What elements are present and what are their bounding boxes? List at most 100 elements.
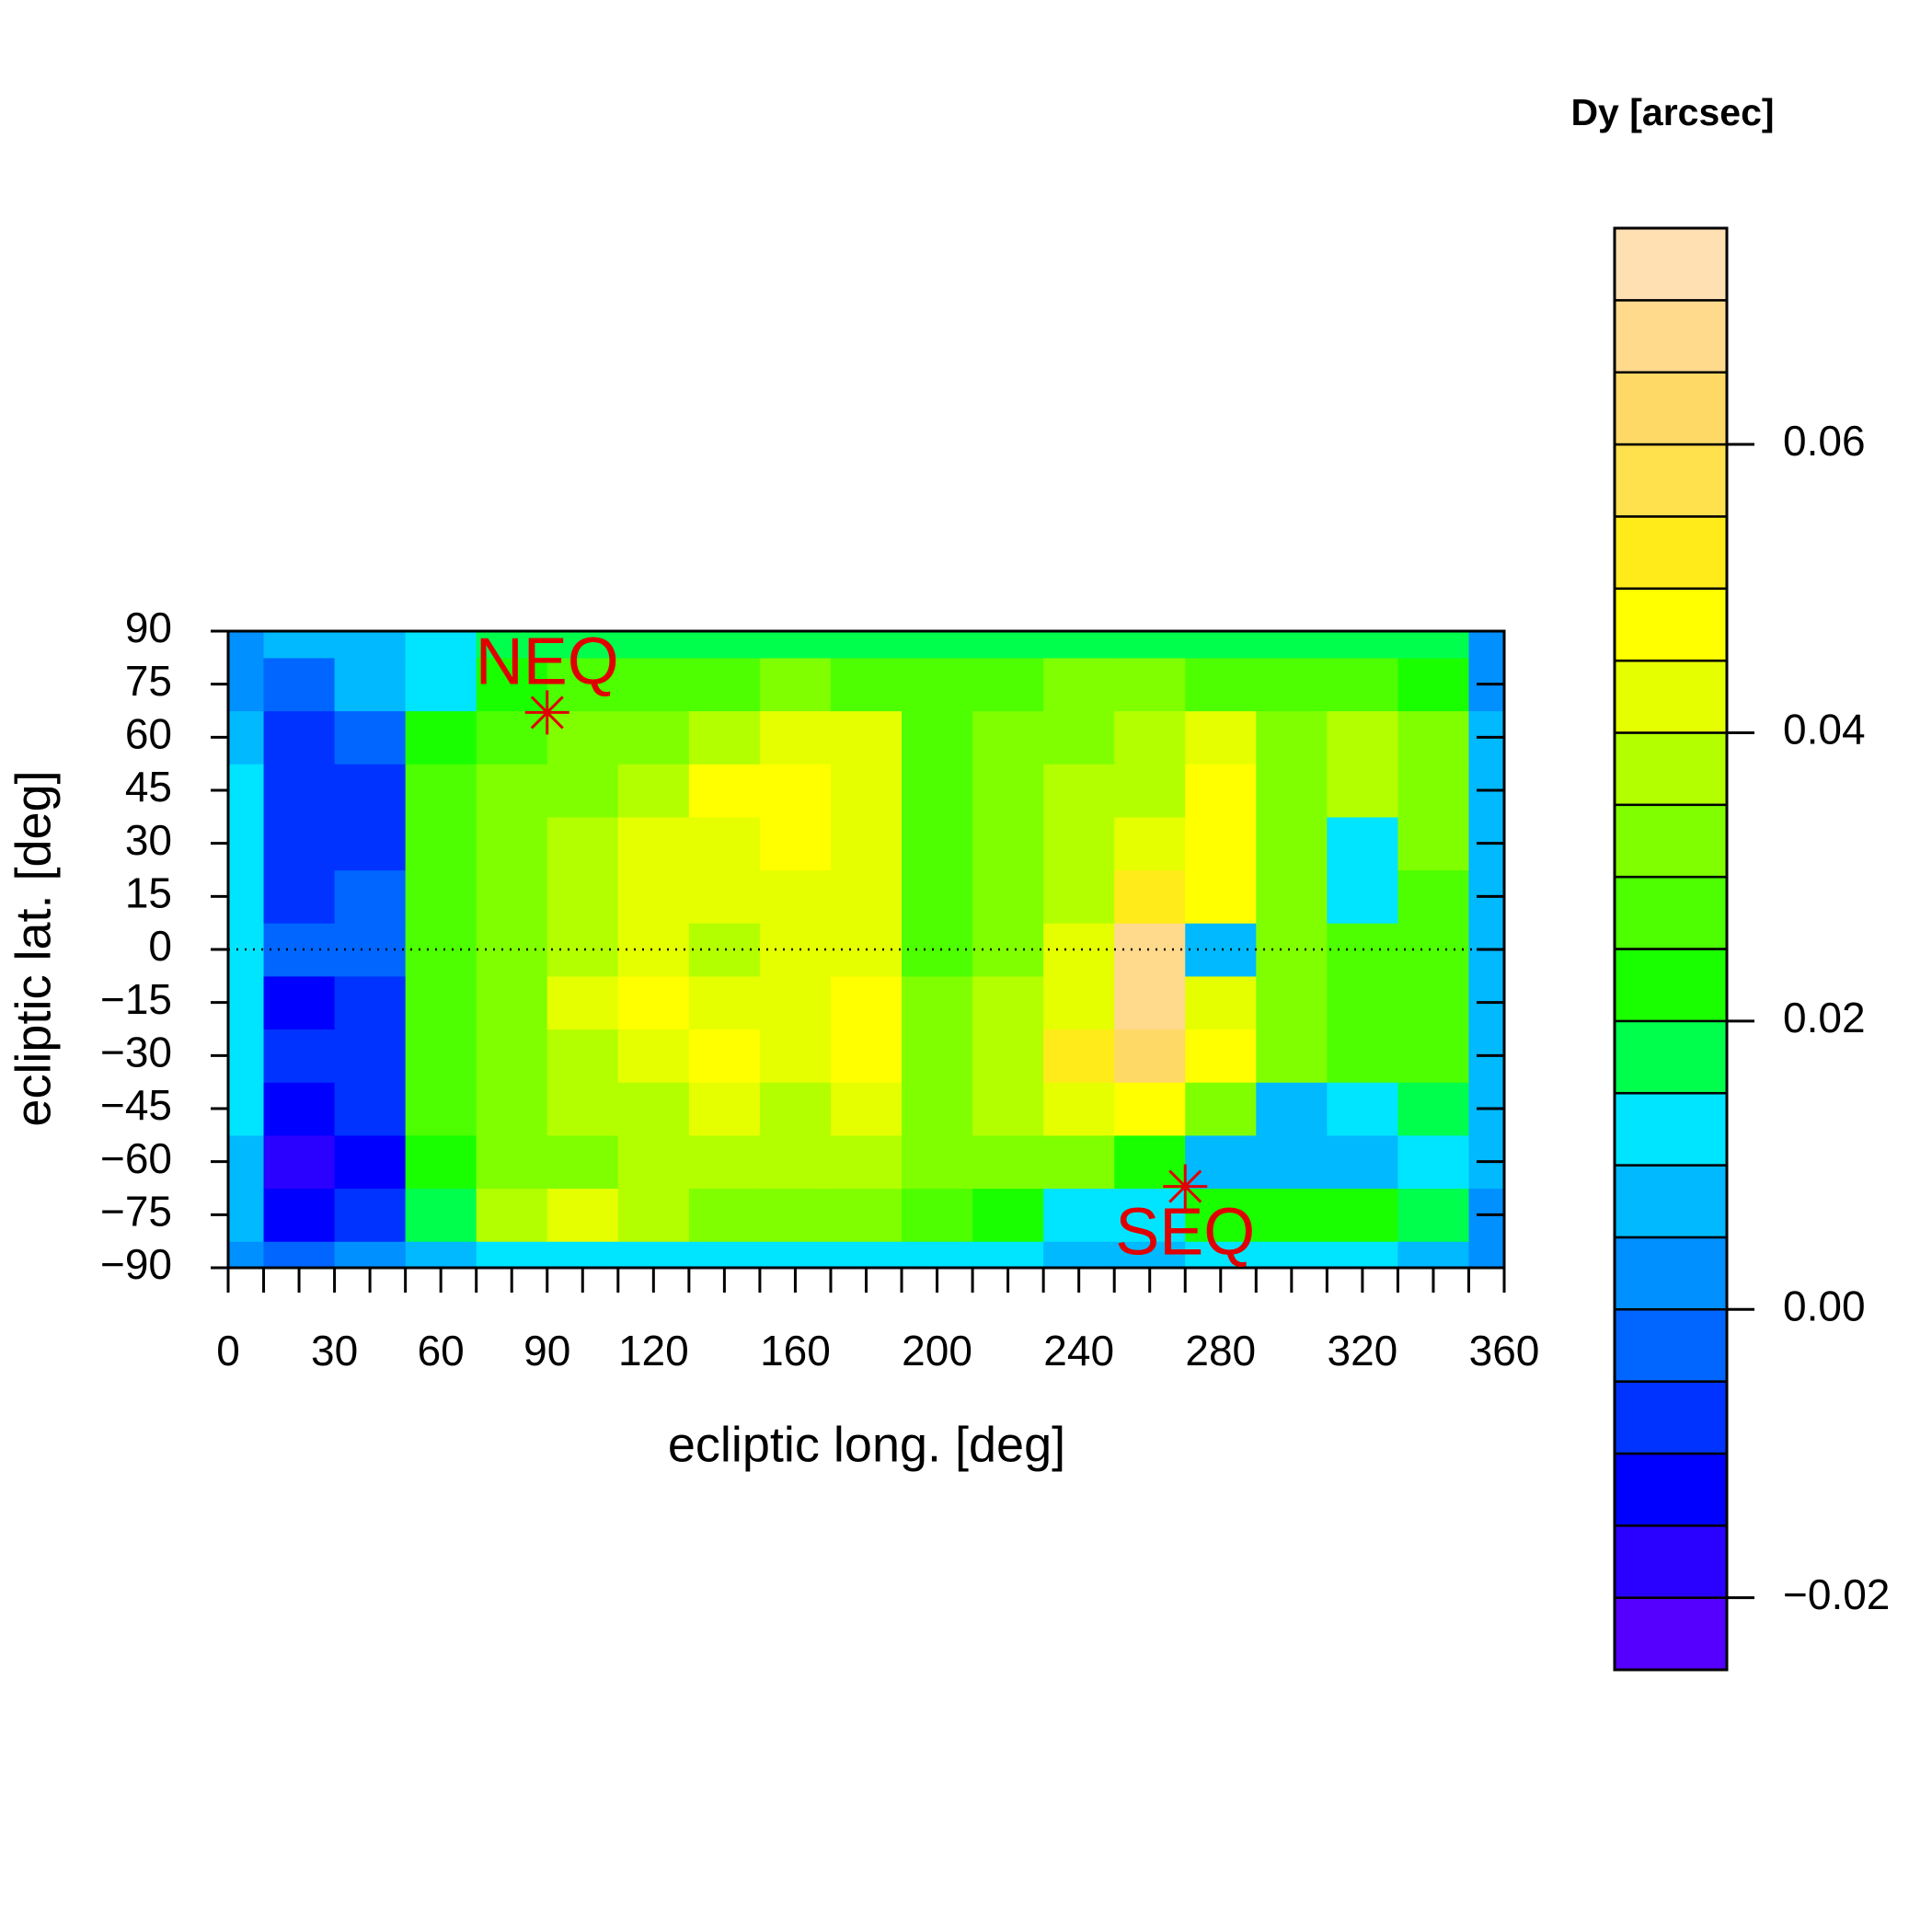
contour-cell bbox=[1327, 1188, 1399, 1242]
contour-cell bbox=[1397, 923, 1470, 977]
annotation-label: SEQ bbox=[1115, 1196, 1255, 1270]
contour-cell bbox=[1043, 764, 1115, 818]
contour-cell bbox=[1043, 657, 1115, 712]
colorbar-band bbox=[1613, 803, 1729, 879]
contour-cell bbox=[830, 1029, 903, 1083]
contour-cell bbox=[334, 816, 407, 871]
contour-cell bbox=[617, 869, 690, 924]
contour-cell bbox=[263, 1241, 336, 1269]
contour-cell bbox=[902, 869, 973, 924]
contour-cell bbox=[263, 710, 336, 765]
contour-cell bbox=[476, 1134, 548, 1190]
contour-cell bbox=[1043, 1082, 1115, 1136]
contour-cell bbox=[1256, 764, 1328, 818]
contour-cell bbox=[546, 710, 619, 765]
contour-cell bbox=[476, 1029, 548, 1083]
contour-cell bbox=[1468, 1241, 1505, 1269]
contour-cell bbox=[830, 816, 903, 871]
contour-cell bbox=[972, 1082, 1044, 1136]
x-tick-label: 360 bbox=[1469, 1327, 1540, 1374]
contour-cell bbox=[1256, 1134, 1328, 1190]
contour-cell bbox=[1256, 1029, 1328, 1083]
colorbar-band bbox=[1613, 1164, 1729, 1239]
contour-cell bbox=[759, 975, 832, 1030]
contour-cell bbox=[263, 869, 336, 924]
contour-cell bbox=[263, 1082, 336, 1136]
contour-cell bbox=[759, 710, 832, 765]
contour-cell bbox=[617, 710, 690, 765]
y-tick-label: 60 bbox=[125, 709, 172, 757]
contour-cell bbox=[759, 923, 832, 977]
contour-cell bbox=[405, 764, 477, 818]
contour-cell bbox=[902, 1188, 973, 1242]
colorbar-band bbox=[1613, 1091, 1729, 1167]
contour-cell bbox=[546, 1082, 619, 1136]
contour-cell bbox=[546, 764, 619, 818]
contour-cell bbox=[334, 1188, 407, 1242]
contour-cell bbox=[1256, 657, 1328, 712]
contour-cell bbox=[830, 657, 903, 712]
contour-cell bbox=[1397, 710, 1470, 765]
contour-cell bbox=[1185, 657, 1257, 712]
contour-cell bbox=[617, 1029, 690, 1083]
contour-cell bbox=[1114, 1082, 1186, 1136]
contour-cell bbox=[476, 764, 548, 818]
contour-cell bbox=[1327, 975, 1399, 1030]
x-tick-label: 240 bbox=[1043, 1327, 1114, 1374]
x-tick-label: 0 bbox=[216, 1327, 240, 1374]
contour-cell bbox=[688, 764, 761, 818]
contour-cell bbox=[759, 1134, 832, 1190]
contour-cell bbox=[476, 923, 548, 977]
contour-cell bbox=[902, 1241, 973, 1269]
contour-cell bbox=[1256, 1188, 1328, 1242]
contour-cell bbox=[1043, 1134, 1115, 1190]
contour-cell bbox=[759, 631, 832, 659]
x-tick-label: 60 bbox=[418, 1327, 465, 1374]
contour-cell bbox=[476, 975, 548, 1030]
contour-cell bbox=[334, 1029, 407, 1083]
contour-cell bbox=[405, 1134, 477, 1190]
contour-cell bbox=[1327, 869, 1399, 924]
contour-cell bbox=[228, 764, 265, 818]
contour-cell bbox=[1185, 1082, 1257, 1136]
contour-cell bbox=[830, 1082, 903, 1136]
contour-cell bbox=[1043, 1188, 1115, 1242]
contour-cell bbox=[405, 631, 477, 659]
contour-cell bbox=[228, 1241, 265, 1269]
contour-cell bbox=[263, 1188, 336, 1242]
contour-cell bbox=[228, 816, 265, 871]
contour-cell bbox=[972, 816, 1044, 871]
contour-cell bbox=[1114, 975, 1186, 1030]
contour-cell bbox=[830, 1241, 903, 1269]
colorbar-band bbox=[1613, 299, 1729, 374]
y-tick-label: −30 bbox=[100, 1028, 172, 1075]
contour-cell bbox=[902, 710, 973, 765]
contour-cell bbox=[830, 710, 903, 765]
y-tick-label: −75 bbox=[100, 1187, 172, 1235]
colorbar-band bbox=[1613, 1019, 1729, 1095]
contour-cell bbox=[546, 869, 619, 924]
x-tick-label: 320 bbox=[1328, 1327, 1398, 1374]
contour-cell bbox=[617, 1241, 690, 1269]
colorbar-band bbox=[1613, 226, 1729, 302]
colorbar-band bbox=[1613, 1524, 1729, 1599]
contour-cell bbox=[334, 1241, 407, 1269]
colorbar-band bbox=[1613, 1380, 1729, 1455]
y-tick-label: −60 bbox=[100, 1134, 172, 1182]
colorbar-band bbox=[1613, 371, 1729, 446]
contour-cell bbox=[617, 657, 690, 712]
annotation-label: NEQ bbox=[476, 625, 619, 698]
contour-cell bbox=[228, 657, 265, 712]
contour-cell bbox=[1397, 1134, 1470, 1190]
contour-cell bbox=[1114, 923, 1186, 977]
contour-cell bbox=[476, 1241, 548, 1269]
contour-cell bbox=[1327, 657, 1399, 712]
contour-cell bbox=[263, 816, 336, 871]
contour-cell bbox=[1256, 816, 1328, 871]
contour-cell bbox=[1397, 869, 1470, 924]
contour-cell bbox=[688, 1029, 761, 1083]
contour-cell bbox=[1185, 869, 1257, 924]
contour-cell bbox=[334, 710, 407, 765]
contour-cell bbox=[1185, 1134, 1257, 1190]
contour-cell bbox=[902, 816, 973, 871]
